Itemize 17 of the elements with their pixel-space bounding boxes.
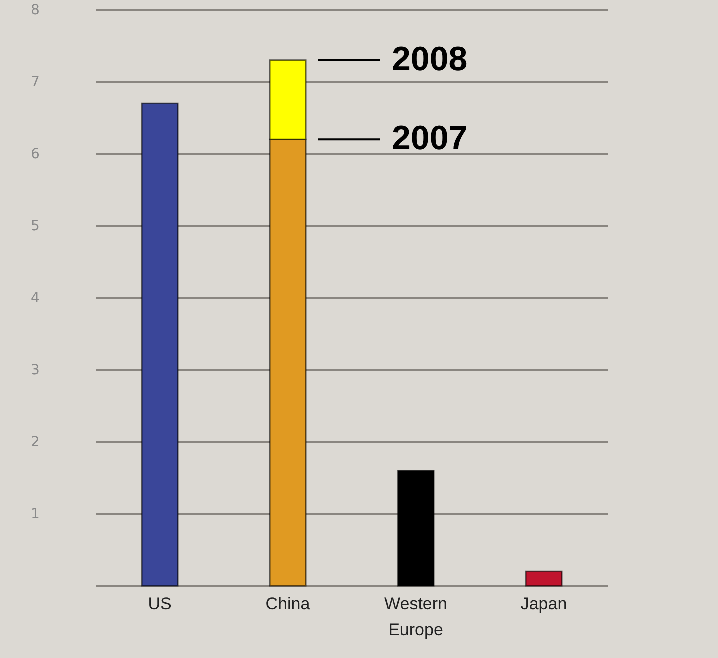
legend-label: 2008 — [392, 40, 468, 78]
x-tick-label: Western Europe — [384, 594, 448, 640]
y-tick-label: 1 — [31, 506, 40, 522]
y-tick-label: 4 — [31, 290, 40, 306]
y-tick-label: 2 — [31, 434, 40, 450]
x-tick-label: China — [266, 594, 311, 614]
y-tick-label: 3 — [31, 362, 40, 378]
bar — [141, 102, 179, 587]
y-tick-label: 5 — [31, 218, 40, 234]
bar — [397, 470, 435, 587]
x-tick-label: Japan — [520, 594, 568, 614]
y-tick-label: 6 — [31, 146, 40, 162]
bar — [525, 570, 563, 587]
legend-label: 2007 — [392, 120, 468, 158]
x-tick-label: US — [148, 594, 172, 614]
y-tick-label: 8 — [31, 2, 40, 18]
y-tick-label: 7 — [31, 74, 40, 90]
